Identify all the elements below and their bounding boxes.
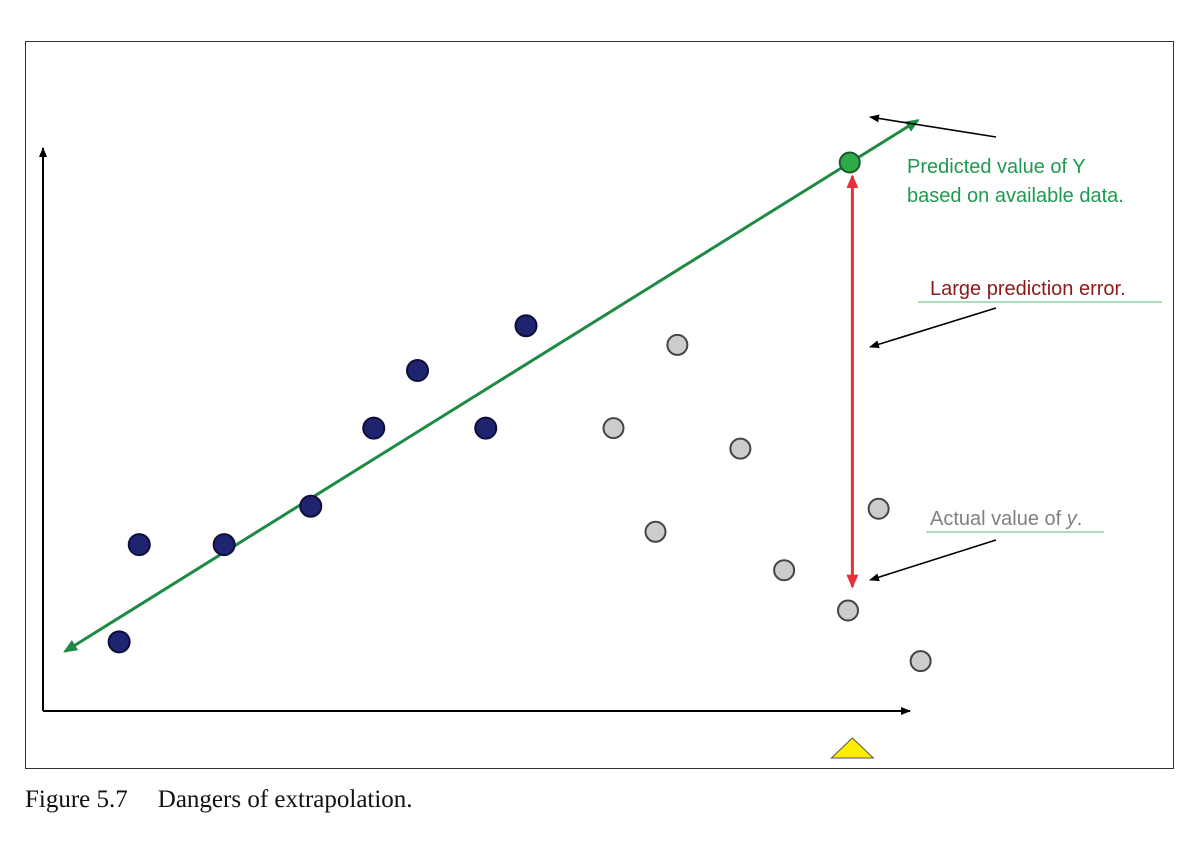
actual-data-point [729,437,752,460]
pointer-actual [869,539,997,582]
predicted-point [838,151,861,174]
annotation-predicted-line2: based on available data. [907,185,1124,207]
available-data-point [406,359,429,383]
available-data-point [474,416,498,440]
x-value-marker [830,737,875,759]
chart-svg: Predicted value of Y based on available … [39,114,1162,759]
available-data-point [362,416,386,440]
annotation-actual-value: Actual value of y. [930,508,1082,530]
annotation-predicted-line1: Predicted value of Y [907,156,1086,178]
actual-data-point [867,497,890,520]
available-data-points [107,314,538,654]
actual-data-point [837,599,859,622]
actual-data-point [602,417,625,440]
available-data-point [127,533,151,557]
pointer-predicted [869,114,997,138]
actual-data-points [602,333,932,673]
available-data-point [299,494,323,518]
figure-caption: Figure 5.7 Dangers of extrapolation. [25,786,413,814]
pointer-error [869,307,997,349]
annotation-prediction-error: Large prediction error. [930,278,1126,300]
actual-data-point [909,650,932,673]
actual-data-point [644,520,667,543]
available-data-point [514,314,538,338]
available-data-point [212,533,236,557]
figure-number: Figure 5.7 [25,786,128,813]
figure-caption-text: Dangers of extrapolation. [157,786,413,813]
regression-line [63,119,920,653]
actual-data-point [666,333,689,356]
available-data-point [107,630,131,654]
actual-data-point [773,559,796,582]
